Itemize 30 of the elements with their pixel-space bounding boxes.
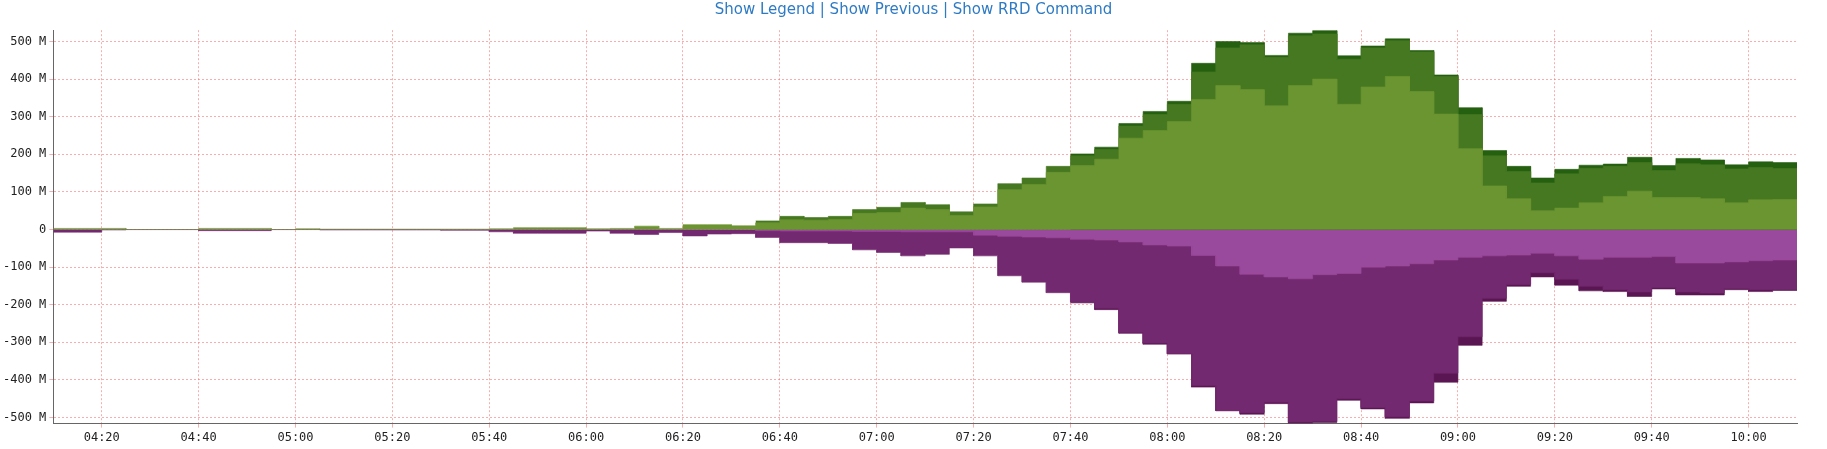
y-tick-label: 0	[39, 221, 47, 236]
x-tick-label: 07:40	[1052, 429, 1089, 444]
y-tick-label: 500 M	[10, 33, 47, 48]
x-tick-label: 05:40	[471, 429, 508, 444]
y-tick-label: -100 M	[2, 259, 47, 274]
x-tick-label: 05:00	[277, 429, 314, 444]
x-tick-label: 08:20	[1246, 429, 1283, 444]
x-tick-label: 08:00	[1149, 429, 1186, 444]
y-tick-label: -400 M	[2, 372, 47, 387]
x-tick-label: 09:20	[1536, 429, 1573, 444]
y-tick-label: -300 M	[2, 334, 47, 349]
y-tick-label: 100 M	[10, 184, 47, 199]
x-tick-label: 04:40	[180, 429, 217, 444]
y-tick-label: -500 M	[2, 409, 47, 424]
x-tick-label: 05:20	[374, 429, 411, 444]
y-tick-label: -200 M	[2, 296, 47, 311]
x-tick-label: 06:00	[568, 429, 605, 444]
y-tick-label: 300 M	[10, 108, 47, 123]
y-tick-label: 200 M	[10, 146, 47, 161]
x-tick-label: 09:40	[1633, 429, 1670, 444]
x-tick-label: 08:40	[1343, 429, 1380, 444]
x-tick-label: 04:20	[83, 429, 120, 444]
x-tick-label: 07:20	[955, 429, 992, 444]
x-tick-label: 06:20	[664, 429, 702, 444]
text: Show Legend | Show Previous | Show RRD Command	[713, 0, 1114, 18]
x-tick-label: 07:00	[858, 429, 895, 444]
x-tick-label: 09:00	[1439, 429, 1477, 444]
x-tick-label: 10:00	[1730, 429, 1767, 444]
y-tick-label: 400 M	[10, 71, 47, 86]
x-tick-label: 06:40	[761, 429, 798, 444]
